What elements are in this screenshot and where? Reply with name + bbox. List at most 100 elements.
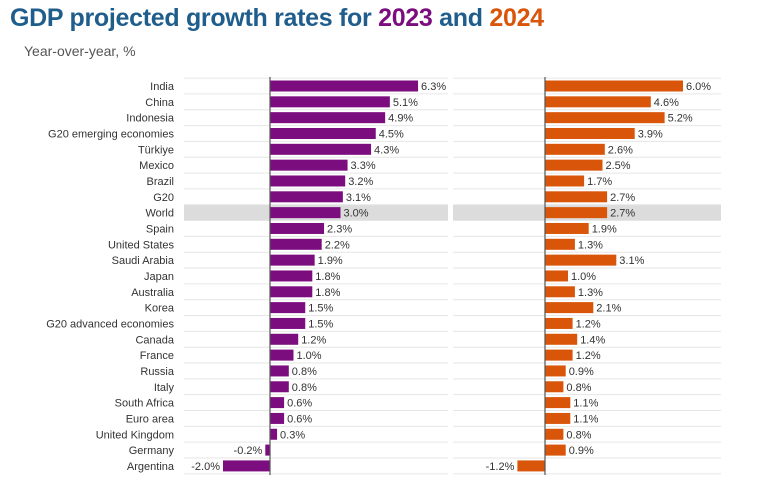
category-label: Spain — [146, 223, 174, 235]
bar-2023 — [270, 302, 306, 314]
bar-2023 — [265, 444, 270, 456]
chart-title: GDP projected growth rates for 2023 and … — [10, 4, 544, 33]
bar-2023 — [270, 143, 372, 155]
bar-2024 — [545, 333, 578, 345]
bar-2024 — [545, 159, 603, 171]
category-label: G20 advanced economies — [46, 318, 174, 330]
bar-2024 — [545, 207, 608, 219]
bar-2023 — [223, 460, 270, 472]
bar-2023 — [270, 222, 325, 234]
category-label: Mexico — [139, 160, 174, 172]
bar-2023 — [270, 238, 322, 250]
category-label: Indonesia — [126, 113, 175, 125]
data-label-2023: 4.3% — [374, 144, 399, 156]
data-label-2023: 3.2% — [348, 176, 373, 188]
data-label-2023: 1.8% — [315, 271, 340, 283]
bar-2023 — [270, 428, 278, 440]
data-label-2023: 4.9% — [388, 113, 413, 125]
data-label-2023: 4.5% — [379, 128, 404, 140]
bar-2023 — [270, 191, 343, 203]
data-label-2024: -1.2% — [486, 461, 515, 473]
data-label-2023: 0.8% — [292, 382, 317, 394]
bar-2023 — [270, 412, 285, 424]
bar-2024 — [545, 143, 605, 155]
bar-2024 — [545, 222, 589, 234]
title-mid: and — [432, 4, 490, 32]
bar-2023 — [270, 127, 376, 139]
bar-2023 — [270, 159, 348, 171]
data-label-2023: -2.0% — [191, 461, 220, 473]
bar-2024 — [545, 80, 683, 92]
data-label-2024: 0.8% — [566, 382, 591, 394]
title-year-2023: 2023 — [378, 4, 433, 32]
category-label: France — [140, 350, 174, 362]
category-label: World — [145, 208, 174, 220]
data-label-2023: 1.8% — [315, 287, 340, 299]
category-label: Japan — [144, 271, 174, 283]
data-label-2023: 1.5% — [308, 318, 333, 330]
category-label: South Africa — [115, 398, 175, 410]
data-label-2024: 1.7% — [587, 176, 612, 188]
bar-2024 — [545, 96, 651, 108]
data-label-2024: 2.7% — [610, 208, 635, 220]
chart-subtitle: Year-over-year, % — [24, 43, 136, 59]
data-label-2023: 0.8% — [292, 366, 317, 378]
bar-2024 — [545, 444, 566, 456]
data-label-2024: 2.1% — [596, 303, 621, 315]
bar-2023 — [270, 175, 346, 187]
bar-2024 — [545, 349, 573, 361]
data-label-2023: -0.2% — [234, 445, 263, 457]
bar-2023 — [270, 397, 285, 409]
category-label: Türkiye — [138, 144, 174, 156]
category-label: Italy — [154, 382, 175, 394]
data-label-2023: 5.1% — [393, 97, 418, 109]
bar-2024 — [545, 381, 564, 393]
category-label: G20 — [153, 192, 174, 204]
bar-2023 — [270, 96, 390, 108]
bar-2024 — [545, 412, 571, 424]
data-label-2024: 2.6% — [608, 144, 633, 156]
data-label-2023: 0.6% — [287, 413, 312, 425]
title-year-2024: 2024 — [489, 4, 544, 32]
bar-2023 — [270, 270, 313, 282]
bar-2023 — [270, 254, 315, 266]
bar-2024 — [545, 317, 573, 329]
bar-2024 — [545, 191, 608, 203]
bar-2024 — [517, 460, 545, 472]
data-label-2024: 1.3% — [578, 239, 603, 251]
bar-2024 — [545, 127, 635, 139]
category-label: Canada — [135, 334, 174, 346]
category-label: Australia — [131, 287, 175, 299]
data-label-2024: 0.8% — [566, 429, 591, 441]
data-label-2024: 1.2% — [576, 350, 601, 362]
data-label-2024: 1.0% — [571, 271, 596, 283]
data-label-2024: 1.2% — [576, 318, 601, 330]
data-label-2024: 4.6% — [654, 97, 679, 109]
data-label-2024: 3.1% — [619, 255, 644, 267]
data-label-2023: 3.1% — [346, 192, 371, 204]
data-label-2024: 0.9% — [569, 445, 594, 457]
category-label: United States — [108, 239, 175, 251]
data-label-2023: 0.6% — [287, 398, 312, 410]
bar-2024 — [545, 428, 564, 440]
bar-2023 — [270, 381, 289, 393]
data-label-2023: 0.3% — [280, 429, 305, 441]
data-label-2024: 1.1% — [573, 398, 598, 410]
category-label: China — [145, 97, 175, 109]
data-label-2023: 3.0% — [344, 208, 369, 220]
data-label-2024: 1.4% — [580, 334, 605, 346]
category-label: G20 emerging economies — [48, 128, 174, 140]
category-label: Germany — [129, 445, 175, 457]
category-label: Korea — [145, 303, 175, 315]
data-label-2024: 3.9% — [638, 128, 663, 140]
category-label: Argentina — [127, 461, 175, 473]
data-label-2023: 2.3% — [327, 223, 352, 235]
bar-2024 — [545, 397, 571, 409]
data-label-2024: 2.5% — [606, 160, 631, 172]
data-label-2024: 1.9% — [592, 223, 617, 235]
bar-2024 — [545, 365, 566, 377]
bar-2024 — [545, 270, 568, 282]
data-label-2023: 2.2% — [325, 239, 350, 251]
bar-2023 — [270, 80, 419, 92]
